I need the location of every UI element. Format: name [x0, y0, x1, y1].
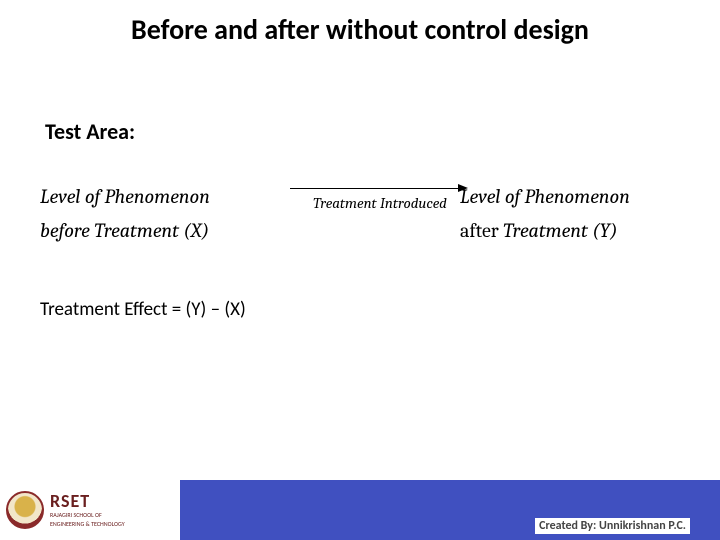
before-block: Level of Phenomenon before Treatment (X)	[40, 180, 320, 248]
credit: Created By: Unnikrishnan P.C.	[535, 518, 690, 534]
after-word: after	[460, 219, 499, 242]
after-block: Level of Phenomenon after Treatment (Y)	[460, 180, 720, 248]
logo-line1: RAJAGIRI SCHOOL OF	[50, 512, 125, 519]
arrow-label: Treatment Introduced	[290, 194, 470, 212]
logo-text: RSET RAJAGIRI SCHOOL OF ENGINEERING & TE…	[50, 492, 125, 527]
treatment-y: Treatment (Y)	[499, 219, 618, 242]
slide-title: Before and after without control design	[0, 12, 720, 47]
after-line2: after Treatment (Y)	[460, 214, 720, 248]
slide: Before and after without control design …	[0, 0, 720, 540]
test-area-label: Test Area:	[45, 118, 135, 145]
before-line2: before Treatment (X)	[40, 214, 320, 248]
arrow-line	[290, 188, 460, 189]
treatment-effect: Treatment Effect = (Y) – (X)	[40, 298, 246, 321]
after-line1: Level of Phenomenon	[460, 180, 720, 214]
logo-line2: ENGINEERING & TECHNOLOGY	[50, 521, 125, 528]
logo-acronym: RSET	[50, 492, 125, 510]
logo: RSET RAJAGIRI SCHOOL OF ENGINEERING & TE…	[0, 480, 180, 540]
logo-emblem-icon	[6, 491, 44, 529]
before-line1: Level of Phenomenon	[40, 180, 320, 214]
area-label-text: Test Area:	[45, 118, 135, 145]
